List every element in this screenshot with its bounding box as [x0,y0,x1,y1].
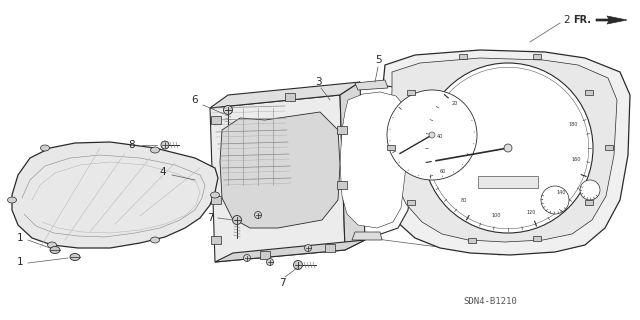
Bar [585,90,593,94]
Ellipse shape [150,147,159,153]
Ellipse shape [161,141,169,149]
Ellipse shape [234,217,241,223]
Ellipse shape [305,244,312,252]
Polygon shape [210,95,345,262]
Ellipse shape [47,242,56,248]
Polygon shape [334,85,415,235]
Text: 60: 60 [440,169,446,174]
Ellipse shape [387,90,477,180]
Polygon shape [352,232,382,240]
Text: 20: 20 [452,101,458,106]
Ellipse shape [428,67,589,229]
Bar [585,201,593,205]
Text: 100: 100 [492,213,500,219]
Ellipse shape [223,106,232,115]
Ellipse shape [294,260,303,269]
Text: 180: 180 [568,122,577,127]
Bar [533,236,541,241]
Polygon shape [220,112,340,228]
Polygon shape [340,82,365,250]
Polygon shape [210,82,360,108]
Polygon shape [391,58,617,242]
Text: 40: 40 [437,133,443,139]
Text: 120: 120 [527,210,536,215]
Bar [605,145,612,150]
Ellipse shape [423,63,593,233]
Ellipse shape [232,215,241,225]
Ellipse shape [40,145,49,151]
Polygon shape [211,196,221,204]
Ellipse shape [150,237,159,243]
Ellipse shape [70,253,80,260]
Text: 7: 7 [207,213,213,223]
Text: 5: 5 [374,55,381,65]
Text: 1: 1 [17,233,23,243]
Ellipse shape [504,144,512,152]
Text: 3: 3 [315,77,321,87]
Ellipse shape [255,212,262,219]
Ellipse shape [8,197,17,203]
Text: SDN4-B1210: SDN4-B1210 [463,298,517,307]
Bar [533,54,541,59]
Polygon shape [325,244,335,252]
Ellipse shape [541,186,569,214]
Polygon shape [478,176,538,188]
Polygon shape [378,50,630,255]
Text: 2: 2 [564,15,570,25]
Polygon shape [211,116,221,124]
Polygon shape [596,16,627,24]
Text: 160: 160 [572,157,580,163]
Bar [387,145,396,150]
Text: 6: 6 [192,95,198,105]
Polygon shape [12,142,218,248]
Polygon shape [355,80,388,90]
Text: 4: 4 [160,167,166,177]
Polygon shape [337,126,347,134]
Polygon shape [211,236,221,244]
Bar [407,90,415,94]
Ellipse shape [211,192,220,198]
Text: 80: 80 [461,198,467,203]
Polygon shape [332,95,342,230]
Text: 8: 8 [129,140,135,150]
Bar [407,201,415,205]
Ellipse shape [266,259,273,266]
Polygon shape [260,251,270,259]
Bar [468,238,476,244]
Polygon shape [340,92,408,228]
Text: 140: 140 [556,190,566,195]
Text: FR.: FR. [573,15,591,25]
Ellipse shape [243,254,250,261]
Text: 1: 1 [17,257,23,267]
Ellipse shape [580,180,600,200]
Ellipse shape [429,132,435,138]
Polygon shape [337,181,347,189]
Text: 7: 7 [278,278,285,288]
Polygon shape [215,240,365,262]
Bar [459,54,467,59]
Polygon shape [285,93,295,101]
Ellipse shape [50,246,60,253]
